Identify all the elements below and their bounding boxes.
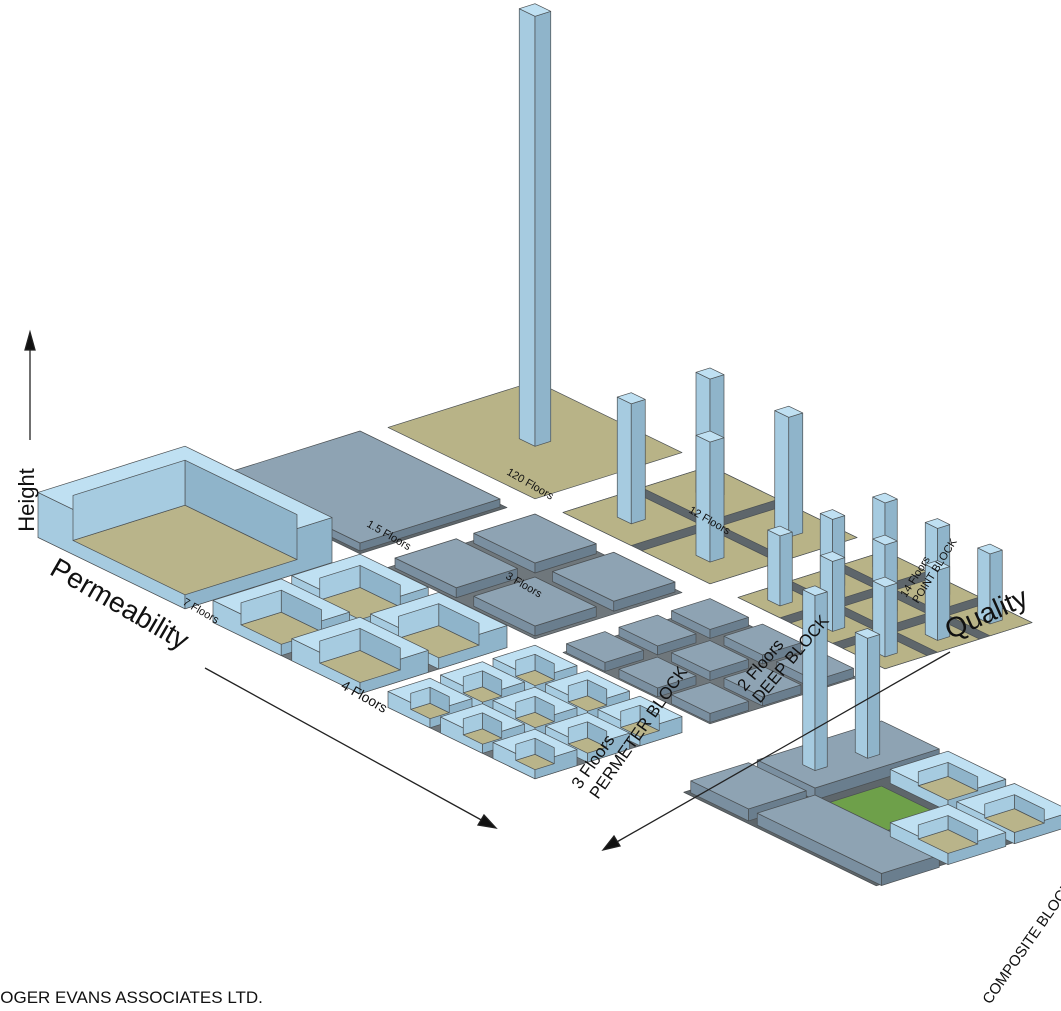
courtyard-wall [462,712,483,736]
slab [671,598,749,630]
courtyard-wall [567,721,588,745]
slab [566,631,644,663]
slab [690,762,807,810]
courtyard-wall [620,704,641,728]
tower [802,585,828,596]
tower [616,392,646,405]
tower-side [774,410,790,538]
tower [924,560,951,571]
courtyard-wall [462,670,483,694]
arrow-head [601,834,622,852]
slab [618,656,697,689]
courtyard-wall [515,737,536,761]
slab [723,665,802,698]
tower-side [616,396,632,525]
courtyard-wall [515,653,536,677]
slab [618,614,697,647]
tower [695,430,725,443]
arrows [24,329,951,852]
tower [819,509,846,520]
tower [854,628,881,639]
tower [819,551,846,562]
slab [671,682,749,714]
courtyard-wall [917,815,949,840]
courtyard-wall [567,679,588,703]
tower-side [518,8,536,447]
tower [872,492,898,504]
slab [473,576,597,627]
tower [774,405,804,418]
tower-side [779,531,793,607]
courtyard-wall [410,686,431,710]
arrow-head [24,329,36,351]
quality-arrow [614,651,951,844]
tower-side [767,529,781,607]
tower [695,367,725,380]
tower [977,543,1003,555]
credit: ROGER EVANS ASSOCIATES LTD. [0,988,263,1007]
tower [924,518,951,529]
blocks-layer [37,3,1061,887]
composite-label: COMPOSITE BLOCK [979,879,1061,1008]
tower [872,576,898,588]
courtyard-wall [240,589,282,626]
slab [394,538,518,589]
courtyard-wall [515,695,536,719]
tower [518,3,552,17]
courtyard-wall [398,603,440,639]
tower-side [788,412,804,538]
tower-side [709,437,725,563]
courtyard-wall [72,459,186,541]
slab [671,640,749,672]
tower-side [630,399,646,525]
slab [473,513,597,564]
tower [767,525,793,537]
perimeter-block-side [1014,814,1061,845]
arrow-head [476,813,498,829]
tower-side [695,434,711,563]
slab [756,720,940,789]
tower [872,534,898,546]
permeability-arrow [204,667,486,823]
tower-side [534,11,552,447]
tower-side [854,631,868,759]
tower-side [867,634,881,759]
slab [552,551,676,602]
slab [723,623,802,656]
courtyard-wall [319,628,361,664]
courtyard-wall [917,762,949,787]
height-label: Height [14,468,39,532]
tower-side [832,557,846,632]
courtyard-wall [984,794,1015,819]
tower-side [884,582,898,658]
courtyard-wall [319,565,361,601]
